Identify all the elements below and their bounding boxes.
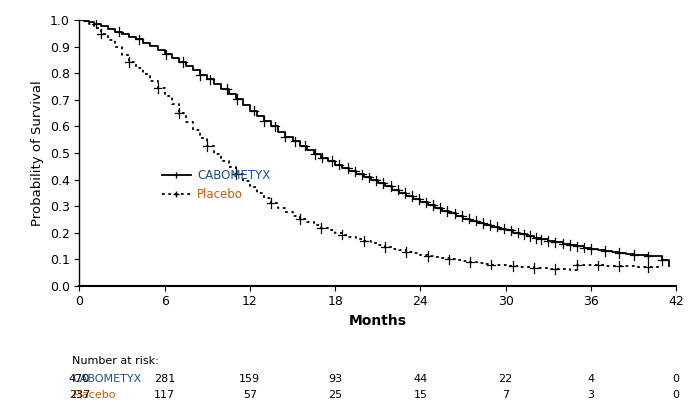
Text: 15: 15	[413, 390, 427, 400]
Text: 117: 117	[154, 390, 175, 400]
Y-axis label: Probability of Survival: Probability of Survival	[31, 80, 44, 226]
Text: 3: 3	[587, 390, 595, 400]
Text: 0: 0	[673, 390, 680, 400]
Text: 281: 281	[154, 374, 175, 384]
Text: 0: 0	[673, 374, 680, 384]
Text: 159: 159	[239, 374, 260, 384]
Text: Number at risk:: Number at risk:	[72, 356, 159, 366]
Legend: CABOMETYX, Placebo: CABOMETYX, Placebo	[157, 164, 275, 206]
Text: CABOMETYX: CABOMETYX	[72, 374, 141, 384]
Text: 57: 57	[243, 390, 257, 400]
Text: 44: 44	[413, 374, 428, 384]
Text: 470: 470	[69, 374, 90, 384]
Text: 22: 22	[499, 374, 513, 384]
Text: Placebo: Placebo	[72, 390, 116, 400]
Text: 4: 4	[587, 374, 595, 384]
Text: 237: 237	[69, 390, 90, 400]
Text: 7: 7	[502, 390, 509, 400]
Text: 25: 25	[328, 390, 342, 400]
X-axis label: Months: Months	[348, 314, 407, 328]
Text: 93: 93	[328, 374, 342, 384]
